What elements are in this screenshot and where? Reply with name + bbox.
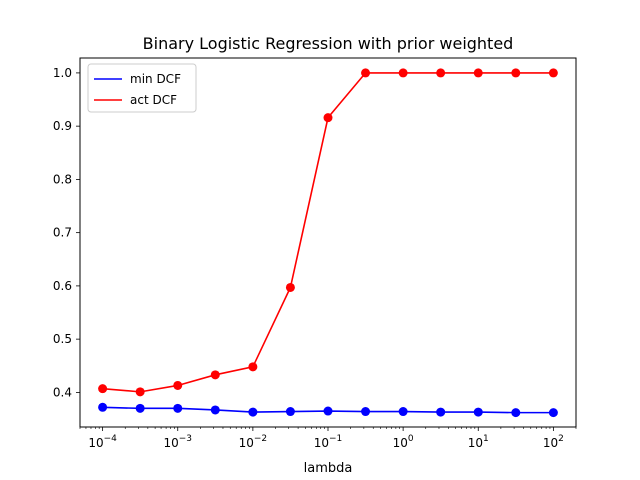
- y-tick-label: 0.9: [53, 119, 72, 133]
- x-tick-label: 102: [543, 434, 564, 450]
- y-tick-label: 0.6: [53, 279, 72, 293]
- data-point: [285, 407, 295, 417]
- x-tick-label: 100: [393, 434, 414, 450]
- data-point: [210, 370, 220, 380]
- data-point: [436, 68, 446, 78]
- y-tick-label: 0.7: [53, 226, 72, 240]
- y-tick-label: 1.0: [53, 66, 72, 80]
- data-point: [473, 68, 483, 78]
- x-tick-label: 10−3: [163, 434, 192, 450]
- x-tick-label: 10−1: [314, 434, 343, 450]
- x-tick-label: 10−4: [88, 434, 117, 450]
- data-point: [98, 402, 108, 412]
- data-point: [548, 68, 558, 78]
- x-axis-label: lambda: [304, 461, 353, 476]
- data-point: [98, 384, 108, 394]
- y-tick-label: 0.8: [53, 172, 72, 186]
- data-point: [548, 408, 558, 418]
- y-tick-label: 0.5: [53, 332, 72, 346]
- data-point: [361, 68, 371, 78]
- y-tick-label: 0.4: [53, 385, 72, 399]
- data-point: [248, 407, 258, 417]
- data-point: [398, 407, 408, 417]
- data-point: [285, 282, 295, 292]
- legend-label: min DCF: [130, 72, 181, 86]
- data-point: [135, 403, 145, 413]
- data-point: [511, 68, 521, 78]
- data-point: [398, 68, 408, 78]
- data-point: [323, 406, 333, 416]
- data-point: [248, 362, 258, 372]
- plot-area: 10−4 10−3 10−2 10−1 100 101 102 0.4 0.5 0.6 0.7 0.8…: [53, 57, 577, 450]
- x-tick-label: 101: [468, 434, 489, 450]
- data-point: [473, 407, 483, 417]
- data-point: [173, 403, 183, 413]
- data-point: [511, 408, 521, 418]
- x-tick-label: 10−2: [239, 434, 268, 450]
- data-point: [173, 380, 183, 390]
- data-point: [361, 407, 371, 417]
- data-point: [323, 113, 333, 123]
- legend-label: act DCF: [130, 93, 177, 107]
- data-point: [436, 407, 446, 417]
- data-point: [210, 405, 220, 415]
- chart-title: Binary Logistic Regression with prior we…: [143, 34, 514, 53]
- data-point: [135, 387, 145, 397]
